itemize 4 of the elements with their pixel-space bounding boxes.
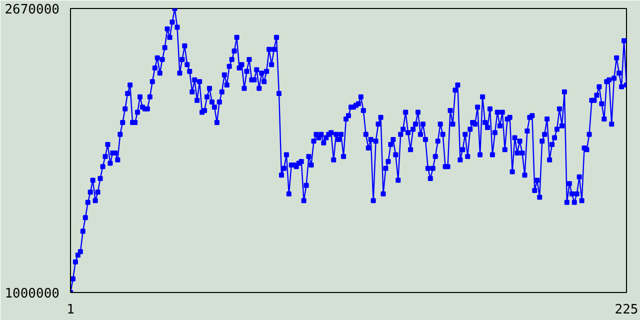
x-tick-label: 1 xyxy=(66,302,74,318)
y-tick-label: 2670000 xyxy=(4,2,60,18)
x-tick-label: 225 xyxy=(614,302,638,318)
y-tick-label: 1000000 xyxy=(4,286,60,302)
